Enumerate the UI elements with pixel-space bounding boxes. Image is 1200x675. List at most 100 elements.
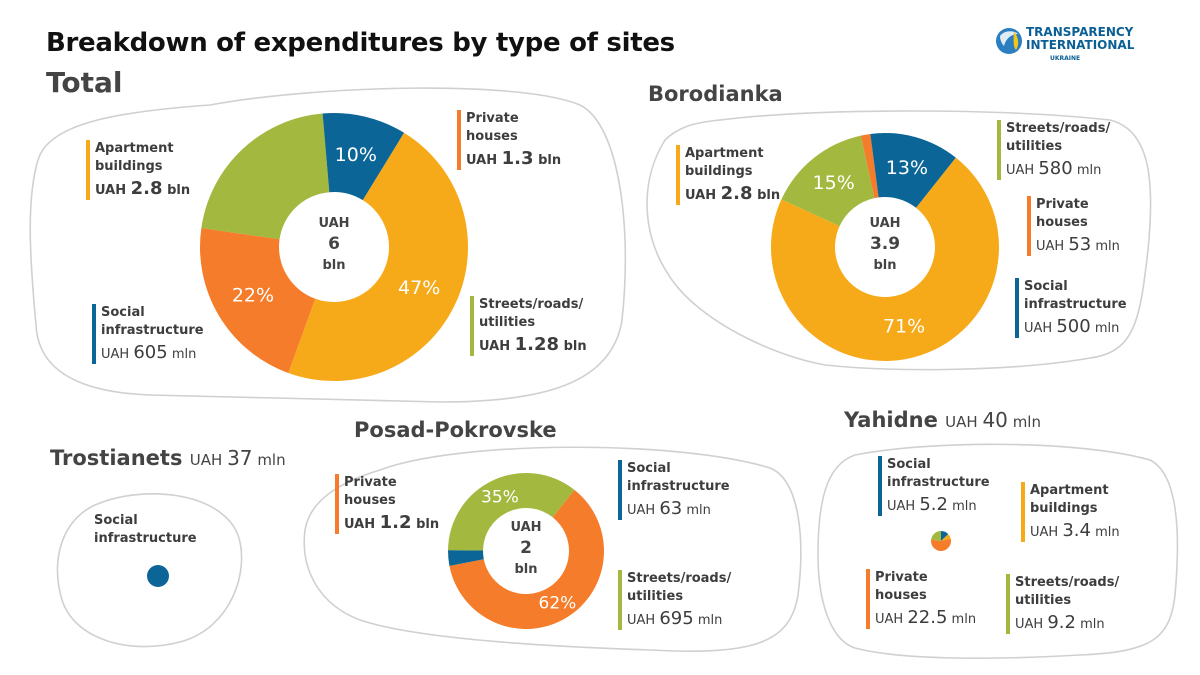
name-line-2: houses	[344, 493, 396, 508]
trostianets-outline	[56, 493, 243, 648]
suffix: mln	[171, 347, 197, 362]
total-center-text: 6	[328, 234, 340, 254]
borodianka-label-social: Social infrastructure UAH 500 mln	[1015, 278, 1127, 338]
suffix: mln	[697, 613, 723, 628]
borodianka-label-streets: Streets/roads/utilities UAH 580 mln	[997, 120, 1110, 180]
posad-pokrovske-center-text: 2	[520, 538, 532, 558]
name-line-2: utilities	[1006, 139, 1063, 154]
total-label-social: Social infrastructure UAH 605 mln	[92, 304, 204, 364]
name-line-1: Streets/roads/	[627, 571, 732, 586]
value: 1.2	[379, 512, 412, 533]
borodianka-center-text: UAH	[869, 216, 900, 231]
name-line-2: infrastructure	[627, 479, 730, 494]
posad-outline	[303, 446, 802, 652]
value: 22.5	[907, 607, 948, 628]
yahidne-label-streets: Streets/roads/utilities UAH 9.2 mln	[1006, 574, 1119, 634]
borodianka-slice-apartment-buildings	[771, 157, 1000, 361]
total-slice-social-infrastructure	[322, 113, 405, 201]
name-line-2: utilities	[1015, 593, 1072, 608]
value: 695	[659, 608, 694, 629]
borodianka-heading: Borodianka	[648, 82, 783, 106]
value: 1.3	[501, 148, 534, 169]
yahidne-heading: Yahidne UAH 40 mln	[844, 408, 1041, 432]
posad-pokrovske-center-text: UAH	[510, 520, 541, 535]
posad-pokrovske-center-text: bln	[514, 562, 537, 577]
color-bar	[86, 140, 90, 200]
name-line-1: Apartment	[1030, 483, 1109, 498]
name-line-2: utilities	[479, 315, 536, 330]
total-slice-apartment-buildings	[288, 132, 469, 382]
unit: UAH	[479, 339, 511, 354]
total-pct-label: 10%	[335, 144, 377, 166]
suffix: bln	[757, 188, 781, 203]
color-bar	[878, 456, 882, 516]
posad-label-social: Social infrastructure UAH 63 mln	[618, 460, 730, 520]
unit: UAH	[627, 503, 656, 518]
suffix: mln	[1076, 163, 1102, 178]
posad-pokrovske-donut: 62% 35% UAH 2 bln	[447, 473, 604, 630]
color-bar	[866, 569, 870, 629]
name-line-2: buildings	[95, 159, 163, 174]
total-pct-label: 47%	[398, 277, 440, 299]
unit: UAH	[1036, 239, 1065, 254]
trostianets-donut	[147, 565, 169, 587]
borodianka-label-private: Private houses UAH 53 mln	[1027, 196, 1120, 256]
suffix: mln	[1094, 321, 1120, 336]
unit: UAH	[466, 153, 498, 168]
suffix: bln	[563, 339, 587, 354]
borodianka-center-text: bln	[873, 258, 896, 273]
borodianka-slice-private-houses	[860, 133, 879, 199]
name-line-2: infrastructure	[94, 531, 197, 546]
trostianets-slice-social-infrastructure	[147, 565, 169, 587]
total-center-text: UAH	[318, 216, 349, 231]
name-line-1: Social	[94, 513, 138, 528]
total-heading: Total	[46, 66, 123, 99]
yahidne-donut	[931, 531, 951, 551]
unit: UAH	[344, 517, 376, 532]
name-line-1: Private	[875, 570, 928, 585]
name-line-2: buildings	[1030, 501, 1098, 516]
color-bar	[618, 570, 622, 630]
color-bar	[470, 296, 474, 356]
color-bar	[618, 460, 622, 520]
color-bar	[1006, 574, 1010, 634]
value: 2.8	[130, 178, 163, 199]
suffix: bln	[416, 517, 440, 532]
total-slice-streets-roads-utilities	[201, 113, 330, 240]
yahidne-slice-apartment-buildings	[941, 534, 951, 541]
posad-label-private: Private houses UAH 1.2 bln	[335, 474, 439, 534]
borodianka-label-apartment: Apartment buildings UAH 2.8 bln	[676, 145, 780, 205]
unit: UAH	[95, 183, 127, 198]
name-line-1: Streets/roads/	[1006, 121, 1111, 136]
color-bar	[92, 304, 96, 364]
posad-pokrovske-pct-label: 62%	[539, 594, 577, 614]
name-line-2: houses	[875, 588, 927, 603]
total-center-text: bln	[322, 258, 345, 273]
unit: UAH	[1030, 525, 1059, 540]
posad-pokrovske-slice-social-infrastructure	[447, 550, 484, 566]
total-slice-private-houses	[199, 228, 316, 373]
posad-label-streets: Streets/roads/utilities UAH 695 mln	[618, 570, 731, 630]
posad-pokrovske-slice-private-houses	[449, 489, 604, 630]
trostianets-unit: UAH	[189, 451, 223, 469]
suffix: bln	[538, 153, 562, 168]
logo-line-1: TRANSPARENCY	[1026, 25, 1134, 39]
value: 9.2	[1047, 612, 1076, 633]
unit: UAH	[627, 613, 656, 628]
total-pct-label: 22%	[232, 285, 274, 307]
yahidne-slice-private-houses	[931, 538, 951, 551]
name-line-1: Streets/roads/	[479, 297, 584, 312]
logo-line-3: UKRAINE	[1050, 55, 1081, 62]
name-line-1: Social	[627, 461, 671, 476]
borodianka-donut: 71% 15% 13% UAH 3.9 bln	[771, 133, 1000, 361]
total-donut: 47% 22% 10% UAH 6 bln	[199, 113, 469, 382]
value: 1.28	[514, 334, 560, 355]
name-line-2: utilities	[627, 589, 684, 604]
color-bar	[1015, 278, 1019, 338]
color-bar	[676, 145, 680, 205]
value: 53	[1068, 234, 1092, 255]
borodianka-outline	[646, 110, 1152, 371]
color-bar	[335, 474, 339, 534]
